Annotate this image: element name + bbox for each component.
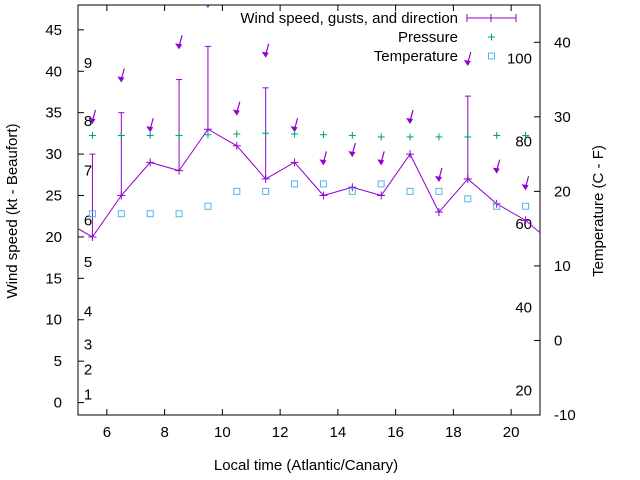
y2-tick-label: 10 <box>554 258 571 275</box>
beaufort-label: 4 <box>84 303 92 320</box>
y2-tick-label: 0 <box>554 332 562 349</box>
plot-frame <box>77 4 541 416</box>
temperature-point <box>146 210 154 218</box>
x-tick-label: 10 <box>214 424 231 441</box>
y-tick-label: 0 <box>54 395 62 412</box>
beaufort-label: 2 <box>84 361 92 378</box>
legend-temperature-label: Temperature <box>374 48 458 65</box>
direction-arrowhead <box>406 117 414 124</box>
y-tick-label: 15 <box>45 270 62 287</box>
y-tick-label: 45 <box>45 22 62 39</box>
y2-axis-label: Temperature (C - F) <box>590 145 607 277</box>
direction-arrowhead <box>521 184 529 191</box>
y-tick-label: 20 <box>45 229 62 246</box>
direction-arrowhead <box>175 43 183 50</box>
y-axis-label: Wind speed (kt - Beaufort) <box>4 123 21 298</box>
y2-tick-label: 30 <box>554 109 571 126</box>
direction-arrowhead <box>290 126 298 133</box>
y2-tick-label: -10 <box>554 407 576 424</box>
y-tick-label: 5 <box>54 353 62 370</box>
legend-wind-label: Wind speed, gusts, and direction <box>240 10 458 27</box>
direction-arrowhead <box>232 109 240 116</box>
legend: Wind speed, gusts, and direction Pressure… <box>240 10 517 65</box>
beaufort-label: 3 <box>84 337 92 354</box>
y-tick-label: 10 <box>45 312 62 329</box>
beaufort-label: 8 <box>84 113 92 130</box>
temperature-point <box>377 180 385 188</box>
direction-arrowhead <box>146 126 154 133</box>
ticks-layer: 6 8 10 12 14 16 18 20051015202530354045-1001020… <box>45 5 576 441</box>
y-tick-label: 35 <box>45 105 62 122</box>
beaufort-label: 7 <box>84 163 92 180</box>
legend-pressure-label: Pressure <box>398 29 458 46</box>
temperature-point <box>406 187 414 195</box>
temperature-point <box>175 210 183 218</box>
temperature-point <box>435 187 443 195</box>
x-tick-label: 16 <box>387 424 404 441</box>
fahrenheit-label: 80 <box>515 133 532 150</box>
wind-speed-line <box>78 128 540 238</box>
beaufort-label: 6 <box>84 212 92 229</box>
y2-tick-label: 40 <box>554 34 571 51</box>
temperature-point <box>493 202 501 210</box>
legend-temperature-marker <box>488 52 495 60</box>
temperature-point <box>88 210 96 218</box>
direction-arrowhead <box>88 117 96 124</box>
fahrenheit-label: 40 <box>515 300 532 317</box>
x-tick-label: 8 <box>160 424 168 441</box>
direction-arrowhead <box>319 159 327 166</box>
y2-tick-label: 20 <box>554 183 571 200</box>
x-axis-label: Local time (Atlantic/Canary) <box>214 457 398 474</box>
temperature-point <box>233 187 241 195</box>
fahrenheit-label: 100 <box>507 51 532 68</box>
x-tick-label: 20 <box>503 424 520 441</box>
direction-arrowhead <box>463 59 471 66</box>
beaufort-label: 9 <box>84 55 92 72</box>
direction-arrow <box>207 5 209 6</box>
temperature-point <box>262 187 270 195</box>
temperature-point <box>291 180 299 188</box>
y-tick-label: 40 <box>45 63 62 80</box>
temperature-point <box>319 180 327 188</box>
series-layer <box>78 5 540 241</box>
beaufort-label: 5 <box>84 254 92 271</box>
direction-arrowhead <box>434 175 442 182</box>
fahrenheit-label: 20 <box>515 382 532 399</box>
y-tick-label: 30 <box>45 146 62 163</box>
y-tick-label: 25 <box>45 188 62 205</box>
beaufort-label: 1 <box>84 386 92 403</box>
direction-arrowhead <box>205 5 210 8</box>
x-tick-label: 12 <box>272 424 289 441</box>
x-tick-label: 6 <box>103 424 111 441</box>
direction-arrowhead <box>117 76 125 83</box>
temperature-point <box>348 187 356 195</box>
direction-arrowhead <box>348 151 356 158</box>
temperature-point <box>522 202 530 210</box>
plot-frame-layer <box>77 4 541 416</box>
temperature-point <box>204 202 212 210</box>
temperature-point <box>117 210 125 218</box>
temperature-point <box>464 195 472 203</box>
x-tick-label: 18 <box>445 424 462 441</box>
direction-arrowhead <box>261 51 269 58</box>
x-tick-label: 14 <box>330 424 347 441</box>
direction-arrowhead <box>377 159 385 166</box>
direction-arrowhead <box>492 167 500 174</box>
